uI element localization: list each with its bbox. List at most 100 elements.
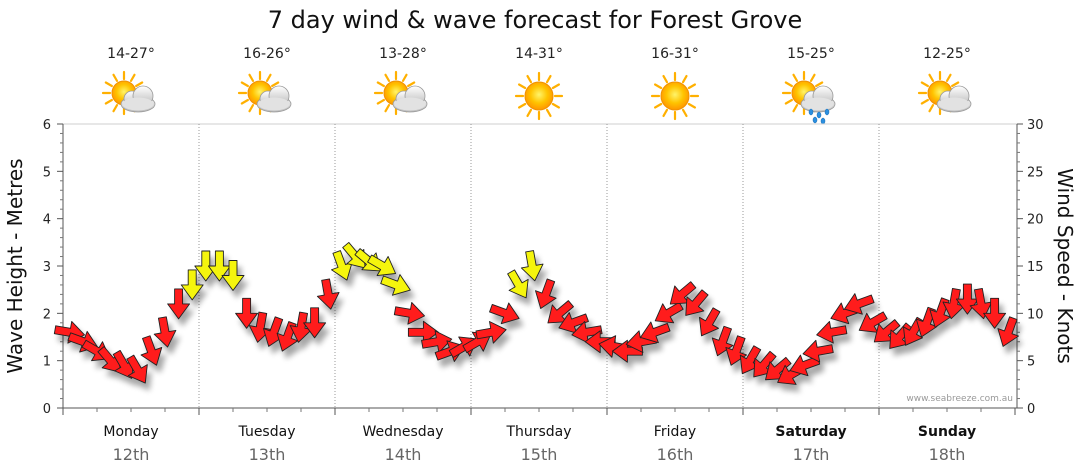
sun-ray <box>920 98 929 105</box>
sun-ray <box>687 102 697 109</box>
sun-ray <box>681 108 688 118</box>
partly-cloudy-icon <box>237 70 292 116</box>
rain-drop <box>820 117 826 125</box>
wind-arrow <box>535 278 557 309</box>
cloud-shape <box>120 85 156 113</box>
right-tick-label: 10 <box>1027 307 1044 322</box>
sunny-icon <box>514 71 564 121</box>
sun-ray <box>376 81 385 88</box>
day-name-label: Sunday <box>918 424 976 440</box>
right-tick-label: 25 <box>1027 165 1044 180</box>
sun-ray <box>792 104 799 113</box>
rain-drop <box>816 111 822 119</box>
sun-ray <box>920 81 929 88</box>
sun-ray <box>240 81 249 88</box>
rain-drop <box>812 116 818 124</box>
wind-arrow <box>654 301 684 324</box>
wind-arrow <box>997 316 1019 347</box>
sun-ray <box>129 73 136 82</box>
watermark: www.seabreeze.com.au <box>906 394 1013 404</box>
day-date-label: 18th <box>929 445 966 464</box>
day-date-label: 12th <box>113 445 150 464</box>
wind-arrow <box>520 250 544 282</box>
sun-ray <box>271 81 280 88</box>
sun-ray <box>526 74 533 84</box>
left-y-ticks: 0 1 2 3 4 5 6 <box>43 118 63 417</box>
cloud-shape <box>256 85 292 113</box>
right-tick-label: 20 <box>1027 213 1044 228</box>
wind-arrow <box>140 335 163 366</box>
right-y-ticks: 0 5 10 15 20 25 30 <box>1017 118 1044 417</box>
sun-ray <box>928 104 935 113</box>
left-axis-title: Wave Height - Metres <box>3 158 27 373</box>
sun-ray <box>792 73 799 82</box>
wind-arrow <box>180 269 204 301</box>
sun-ray <box>376 98 385 105</box>
wind-arrow <box>489 302 520 325</box>
left-tick-label: 2 <box>43 307 51 322</box>
temperature-range-label: 13-28° <box>379 46 427 62</box>
wind-arrow <box>221 260 245 291</box>
day-date-label: 14th <box>385 445 422 464</box>
temperature-range-label: 15-25° <box>787 46 835 62</box>
day-name-label: Thursday <box>505 424 571 440</box>
left-tick-label: 4 <box>43 213 51 228</box>
left-tick-label: 1 <box>43 355 51 370</box>
right-tick-label: 30 <box>1027 118 1044 133</box>
sun-ray <box>545 108 552 118</box>
wind-arrow <box>380 274 411 296</box>
sun-ray <box>784 81 793 88</box>
wind-arrow <box>367 254 397 276</box>
wind-arrow <box>475 321 507 344</box>
partly-cloudy-icon <box>373 70 428 116</box>
sun-ray <box>384 104 391 113</box>
sun-ray <box>401 73 408 82</box>
sun-ray <box>240 98 249 105</box>
day-weather-header: 14-27° 16-26° 13-28° 14-31° 16-31° 15-25° 12-2… <box>101 46 972 125</box>
day-name-label: Wednesday <box>362 424 443 440</box>
left-tick-label: 3 <box>43 260 51 275</box>
partly-cloudy-shower-icon <box>781 70 836 125</box>
wind-arrow <box>235 297 259 329</box>
wind-arrow <box>844 293 875 315</box>
wind-arrow <box>816 321 848 344</box>
sun-ray <box>551 83 561 90</box>
wind-arrow <box>640 321 671 344</box>
sun-ray <box>104 81 113 88</box>
temperature-range-label: 12-25° <box>923 46 971 62</box>
sun-ray <box>112 104 119 113</box>
wind-arrow <box>303 307 327 339</box>
sun-ray <box>662 74 669 84</box>
sun-ray <box>545 74 552 84</box>
wind-arrow <box>699 307 721 337</box>
x-axis-day-labels: Monday 12th Tuesday 13th Wednesday 14th Thursd… <box>103 424 976 464</box>
rain-drop <box>824 108 830 116</box>
partly-cloudy-icon <box>101 70 156 116</box>
day-date-label: 13th <box>249 445 286 464</box>
temperature-range-label: 14-27° <box>107 46 155 62</box>
sun-ray <box>104 98 113 105</box>
sun-ray <box>815 81 824 88</box>
sun-ray <box>517 83 527 90</box>
day-date-label: 17th <box>793 445 830 464</box>
day-name-label: Tuesday <box>238 424 296 440</box>
sun-ray <box>687 83 697 90</box>
cloud-shape <box>936 85 972 113</box>
sun-ray <box>928 73 935 82</box>
sun-ray <box>951 81 960 88</box>
sun-disc <box>524 81 554 111</box>
right-tick-label: 15 <box>1027 260 1044 275</box>
wind-arrow <box>507 269 529 299</box>
sun-ray <box>809 73 816 82</box>
left-tick-label: 5 <box>43 165 51 180</box>
sunny-icon <box>650 71 700 121</box>
day-date-label: 16th <box>657 445 694 464</box>
temperature-range-label: 16-26° <box>243 46 291 62</box>
wind-arrow <box>393 302 426 325</box>
sun-ray <box>526 108 533 118</box>
sun-ray <box>662 108 669 118</box>
left-tick-label: 6 <box>43 118 51 133</box>
day-date-label: 15th <box>521 445 558 464</box>
day-name-label: Saturday <box>775 424 846 440</box>
